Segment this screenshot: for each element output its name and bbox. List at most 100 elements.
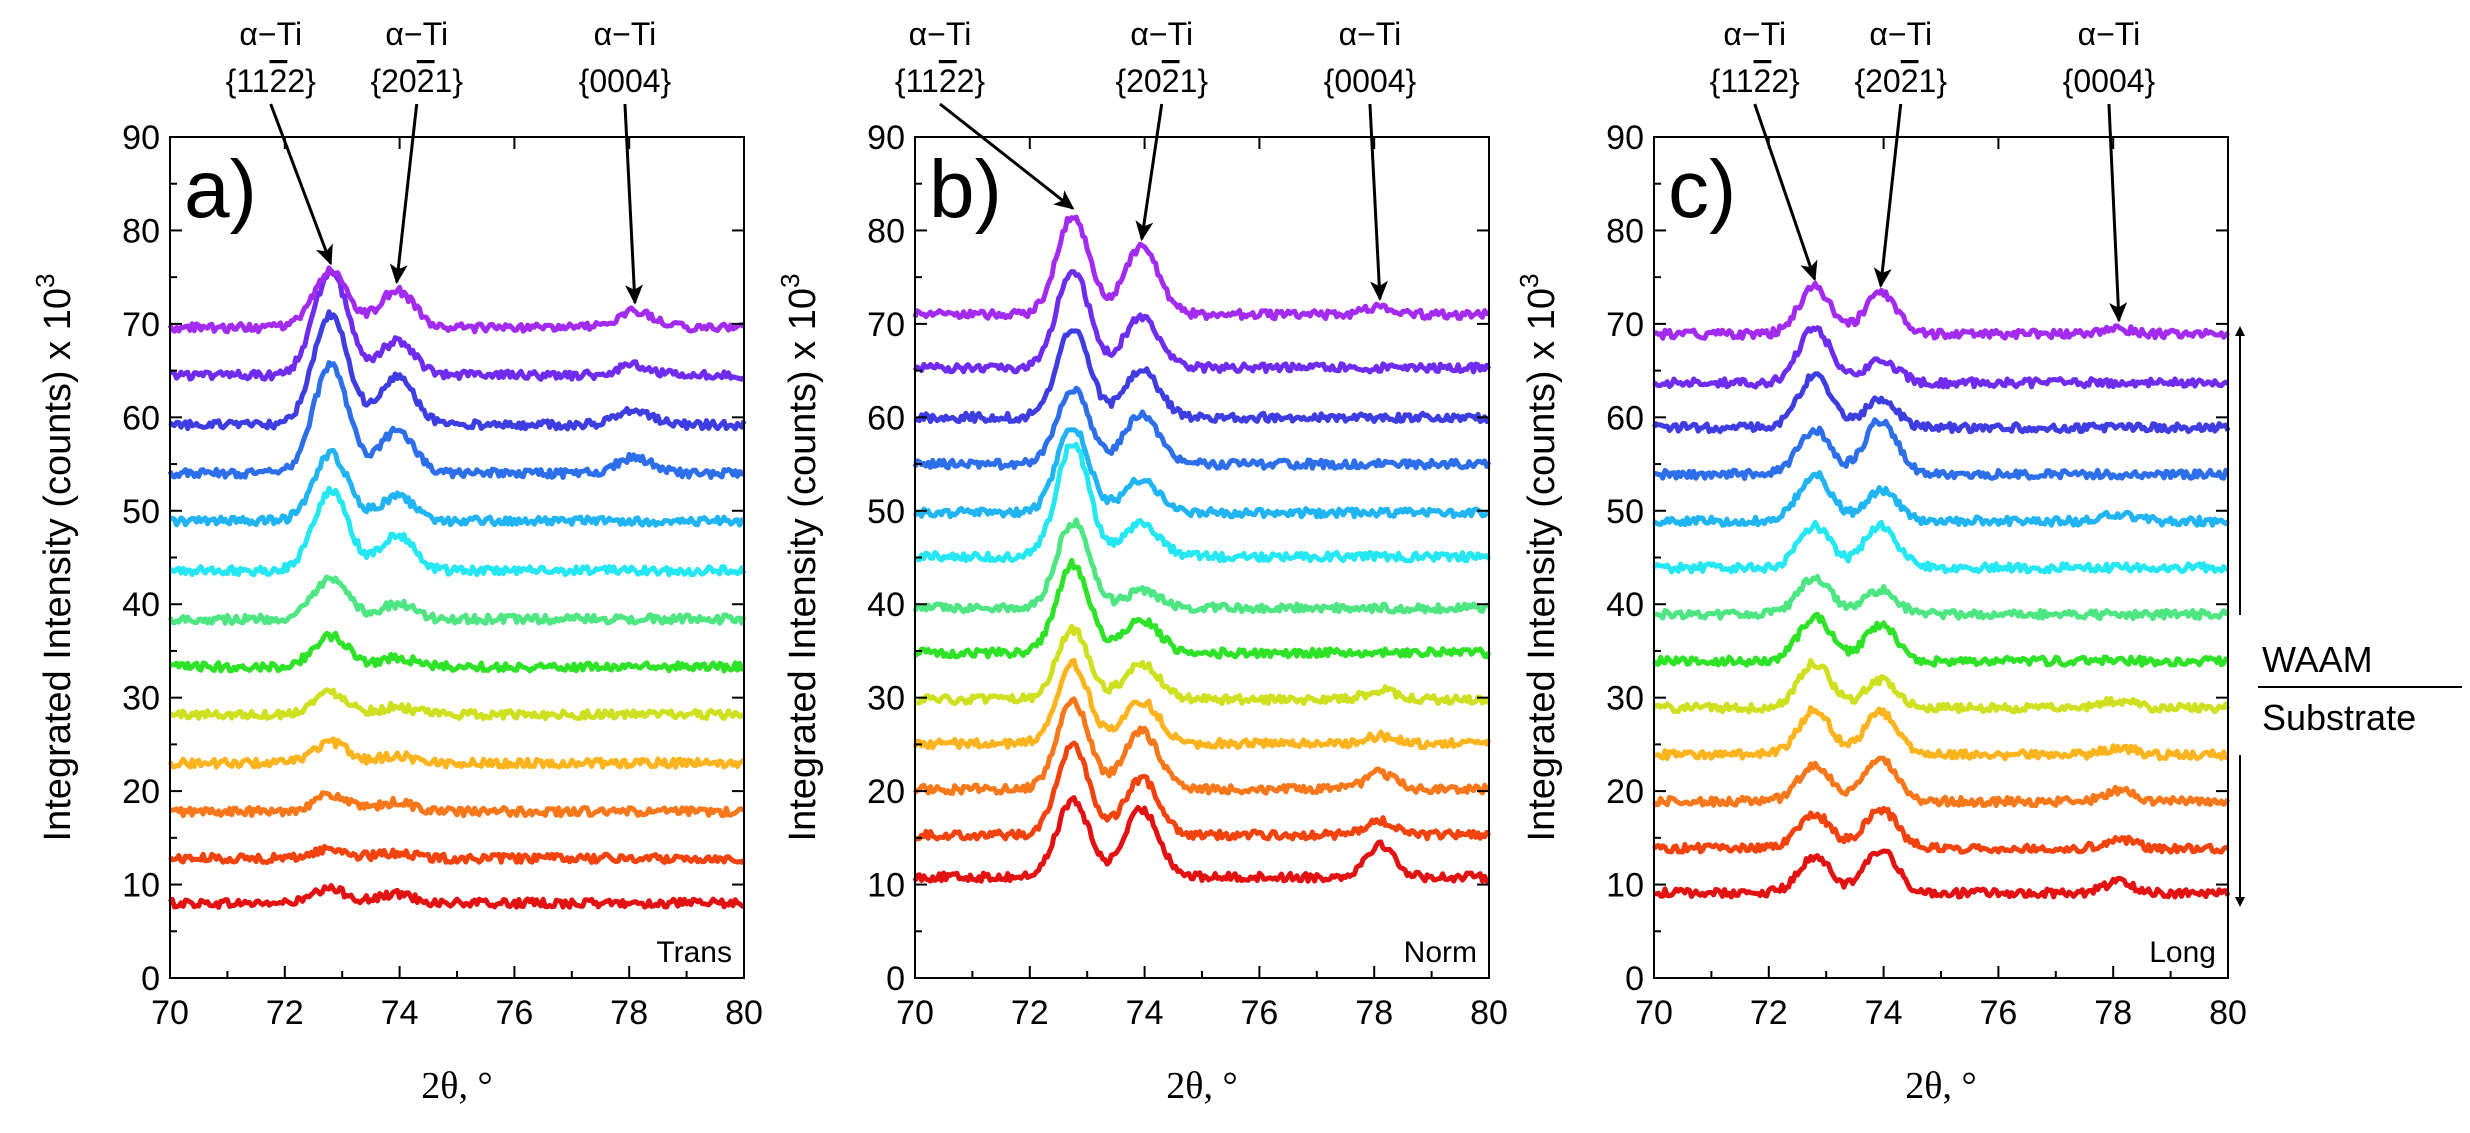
series-line-3 <box>169 790 746 819</box>
y-tick-label: 0 <box>141 960 160 998</box>
x-tick-label: 72 <box>1011 994 1049 1032</box>
peak-annotation: α−Ti {0004} <box>579 16 672 305</box>
series-line-13 <box>167 265 746 335</box>
peak-annotation: α−Ti {0004} <box>1324 16 1417 302</box>
series-line-4 <box>1653 705 2230 762</box>
series-line-9 <box>912 427 1490 520</box>
y-tick-label: 50 <box>867 493 905 531</box>
series-line-7 <box>912 517 1490 615</box>
series-line-5 <box>1651 657 2231 715</box>
y-axis-label-text: Integrated Intensity (counts) x 10 <box>37 288 79 841</box>
peak-arrow <box>939 102 1075 210</box>
x-tick-label: 76 <box>1979 994 2017 1032</box>
series-line-10 <box>1653 417 2230 481</box>
series-line-10 <box>167 360 746 480</box>
y-tick-label: 0 <box>886 960 905 998</box>
x-tick-label: 70 <box>151 994 189 1032</box>
peak-arrow <box>2107 103 2128 323</box>
peak-hkl-label: {0004} <box>579 63 672 99</box>
series-line-12 <box>912 269 1492 375</box>
peak-hkl-label: {1122} <box>895 63 986 99</box>
peak-phase-label: α−Ti <box>2078 16 2141 52</box>
panel-3: 70 72 74 76 78 80 0 10 20 30 40 50 60 70 80 90 2θ, ° Inte… <box>1514 16 2247 1107</box>
peak-phase-label: α−Ti <box>1339 16 1402 52</box>
x-tick-label: 78 <box>2094 994 2132 1032</box>
peak-annotation: α−Ti {2021} <box>1115 16 1208 242</box>
y-axis-label-text: Integrated Intensity (counts) x 10 <box>1521 288 1563 841</box>
series-line-10 <box>912 385 1492 471</box>
y-tick-label: 70 <box>867 306 905 344</box>
y-tick-label: 20 <box>1606 773 1644 811</box>
y-axis-label: Integrated Intensity (counts) x 103 <box>30 274 79 842</box>
y-tick-label: 60 <box>1606 399 1644 437</box>
y-axis-label-text: Integrated Intensity (counts) x 10 <box>782 288 824 841</box>
x-tick-label: 76 <box>495 994 533 1032</box>
peak-arrow <box>269 103 333 266</box>
series-line-6 <box>169 630 746 674</box>
y-tick-label: 0 <box>1625 960 1644 998</box>
series-line-13 <box>1653 280 2230 341</box>
y-tick-label: 80 <box>1606 212 1644 250</box>
series-line-2 <box>914 740 1492 842</box>
y-tick-label: 40 <box>867 586 905 624</box>
series-line-1 <box>1653 848 2231 900</box>
x-tick-label: 74 <box>1126 994 1164 1032</box>
panel-label: c) <box>1668 144 1736 235</box>
series-line-11 <box>914 328 1490 424</box>
x-tick-label: 72 <box>266 994 304 1032</box>
series-line-5 <box>914 623 1490 707</box>
peak-annotation: α−Ti {0004} <box>2063 16 2156 323</box>
y-tick-label: 80 <box>867 212 905 250</box>
series-line-11 <box>1651 371 2231 435</box>
x-axis-label: 2θ, ° <box>1905 1065 1976 1107</box>
peak-hkl-label: {2021} <box>1854 63 1947 99</box>
peak-phase-label: α−Ti <box>239 16 302 52</box>
series-line-8 <box>1651 519 2230 575</box>
orientation-label: Long <box>2149 936 2216 969</box>
x-tick-label: 70 <box>1635 994 1673 1032</box>
y-tick-label: 80 <box>122 212 160 250</box>
orientation-label: Norm <box>1404 936 1477 969</box>
x-tick-label: 78 <box>1355 994 1393 1032</box>
peak-phase-label: α−Ti <box>1723 16 1786 52</box>
series-line-6 <box>912 557 1492 660</box>
series-line-9 <box>169 447 746 528</box>
y-tick-label: 90 <box>1606 119 1644 157</box>
peak-hkl-label: {2021} <box>1115 63 1208 99</box>
x-tick-label: 72 <box>1750 994 1788 1032</box>
x-axis-label: 2θ, ° <box>421 1065 492 1107</box>
y-tick-label: 90 <box>867 119 905 157</box>
y-tick-label: 20 <box>122 773 160 811</box>
y-axis-label: Integrated Intensity (counts) x 103 <box>1514 274 1563 842</box>
peak-hkl-label: {2021} <box>370 63 463 99</box>
series-line-8 <box>914 441 1492 564</box>
series-line-12 <box>168 266 746 382</box>
panel-label: a) <box>184 144 257 235</box>
y-tick-label: 30 <box>867 680 905 718</box>
waam-label: WAAM <box>2262 639 2373 680</box>
series-line-8 <box>168 485 747 578</box>
peak-phase-label: α−Ti <box>385 16 448 52</box>
x-tick-label: 80 <box>725 994 763 1032</box>
y-axis-label-exponent: 3 <box>1514 274 1544 288</box>
peak-hkl-label: {0004} <box>2063 63 2156 99</box>
panel-2: 70 72 74 76 78 80 0 10 20 30 40 50 60 70 80 90 2θ, ° Inte… <box>775 16 1508 1107</box>
peak-annotation: α−Ti {2021} <box>370 16 463 285</box>
x-tick-label: 80 <box>1470 994 1508 1032</box>
y-tick-label: 50 <box>122 493 160 531</box>
y-axis-label: Integrated Intensity (counts) x 103 <box>775 274 824 842</box>
series-line-11 <box>168 309 747 432</box>
substrate-label: Substrate <box>2262 697 2416 738</box>
x-tick-label: 80 <box>2209 994 2247 1032</box>
x-tick-label: 76 <box>1240 994 1278 1032</box>
x-axis-label: 2θ, ° <box>1166 1065 1237 1107</box>
peak-hkl-label: {1122} <box>1710 63 1801 99</box>
y-tick-label: 10 <box>1606 867 1644 905</box>
peak-phase-label: α−Ti <box>909 16 972 52</box>
plot-frame <box>169 136 745 979</box>
peak-hkl-label: {1122} <box>226 63 317 99</box>
peak-phase-label: α−Ti <box>1130 16 1193 52</box>
series-line-4 <box>912 657 1492 751</box>
peak-arrow <box>623 103 644 305</box>
x-tick-label: 70 <box>896 994 934 1032</box>
